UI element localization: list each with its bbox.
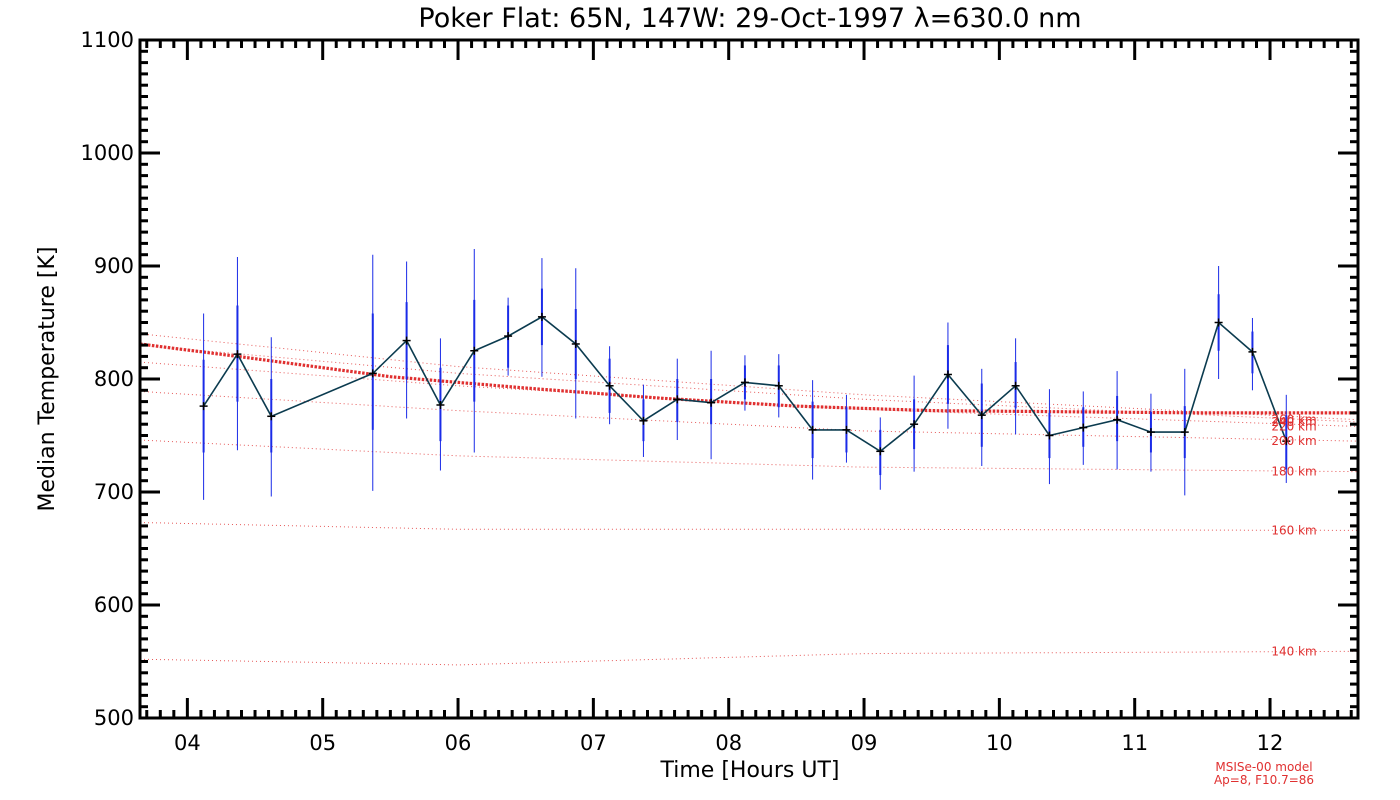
chart-title: Poker Flat: 65N, 147W: 29-Oct-1997 λ=630… [418,3,1081,34]
altitude-label: 260 km [1271,413,1316,427]
model-altitude-curve [140,333,1358,421]
data-point [605,381,614,390]
data-point [977,411,986,420]
data-point [571,339,580,348]
data-point [504,332,513,341]
data-point [1180,428,1189,437]
altitude-label: 200 km [1271,434,1316,448]
plot-content [140,249,1358,666]
altitude-label: 240 km [1271,415,1316,429]
data-point [1113,415,1122,424]
data-point [1011,381,1020,390]
altitude-label: 220 km [1271,419,1316,433]
data-point [368,369,377,378]
y-tick-label: 800 [94,367,134,391]
model-params-note: Ap=8, F10.7=86 [1214,773,1314,787]
model-altitude-curve [140,439,1358,473]
x-tick-label: 10 [986,731,1013,755]
data-point [808,425,817,434]
x-tick-label: 07 [580,731,607,755]
y-axis-label: Median Temperature [K] [35,247,60,512]
data-point [910,420,919,429]
data-point [639,416,648,425]
data-point [267,412,276,421]
data-point [199,402,208,411]
model-name-note: MSISe-00 model [1215,760,1312,774]
y-tick-label: 900 [94,254,134,278]
data-point [1146,428,1155,437]
x-tick-label: 06 [445,731,472,755]
data-point [1079,423,1088,432]
data-point [1248,347,1257,356]
y-tick-label: 1000 [81,141,134,165]
model-altitude-curve [140,650,1358,666]
model-altitude-curve [140,390,1358,442]
x-tick-label: 05 [309,731,336,755]
data-point [842,425,851,434]
model-altitude-curve [140,522,1358,531]
data-point [470,346,479,355]
data-point [402,336,411,345]
data-point [436,400,445,409]
altitude-label: 180 km [1271,465,1316,479]
y-tick-label: 700 [94,480,134,504]
data-point [943,370,952,379]
data-point [1282,437,1291,446]
x-axis-label: Time [Hours UT] [660,758,840,783]
x-tick-label: 12 [1257,731,1284,755]
x-tick-label: 08 [715,731,742,755]
data-point [774,381,783,390]
data-point [1214,318,1223,327]
y-tick-label: 1100 [81,28,134,52]
data-point [537,312,546,321]
plot-frame [138,38,1360,720]
y-tick-label: 500 [94,706,134,730]
data-point [740,378,749,387]
y-tick-label: 600 [94,593,134,617]
x-tick-label: 11 [1121,731,1148,755]
data-point [673,395,682,404]
x-tick-label: 09 [851,731,878,755]
data-point [1045,431,1054,440]
model-altitude-curve [140,361,1358,427]
x-tick-label: 04 [174,731,201,755]
model-heavy-curve [140,342,1358,415]
data-point [233,350,242,359]
data-point [707,398,716,407]
altitude-label: 160 km [1271,523,1316,537]
data-point [876,447,885,456]
altitude-label: 140 km [1271,644,1316,658]
